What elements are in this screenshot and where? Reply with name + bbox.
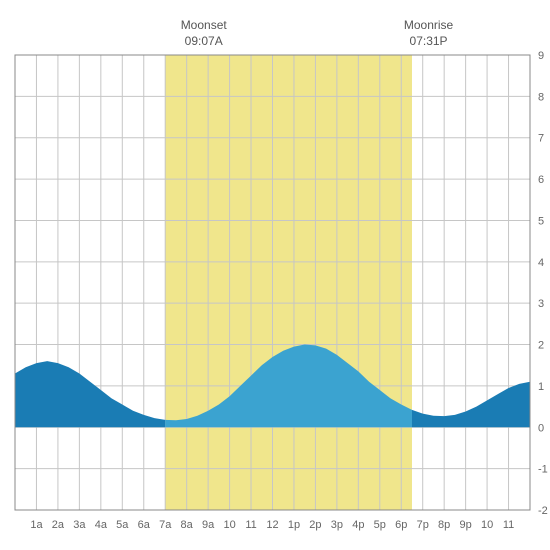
svg-text:3p: 3p bbox=[331, 519, 343, 531]
svg-text:1: 1 bbox=[538, 381, 544, 393]
svg-text:8: 8 bbox=[538, 91, 544, 103]
tide-chart: Moonset 09:07A Moonrise 07:31P -2-101234… bbox=[0, 0, 550, 550]
moonrise-annotation: Moonrise 07:31P bbox=[404, 18, 453, 49]
svg-text:4p: 4p bbox=[352, 519, 364, 531]
svg-text:8a: 8a bbox=[181, 519, 194, 531]
svg-text:8p: 8p bbox=[438, 519, 450, 531]
svg-text:11: 11 bbox=[245, 519, 256, 531]
svg-text:9: 9 bbox=[538, 50, 544, 62]
moonset-annotation: Moonset 09:07A bbox=[181, 18, 227, 49]
svg-text:7p: 7p bbox=[417, 519, 429, 531]
svg-text:5p: 5p bbox=[374, 519, 386, 531]
moonset-time: 09:07A bbox=[181, 34, 227, 50]
svg-text:7a: 7a bbox=[159, 519, 172, 531]
svg-text:9a: 9a bbox=[202, 519, 215, 531]
svg-text:6p: 6p bbox=[395, 519, 407, 531]
svg-text:6: 6 bbox=[538, 174, 544, 186]
svg-text:10: 10 bbox=[223, 519, 235, 531]
moonrise-time: 07:31P bbox=[404, 34, 453, 50]
svg-text:5a: 5a bbox=[116, 519, 129, 531]
svg-text:-2: -2 bbox=[538, 505, 548, 517]
svg-text:0: 0 bbox=[538, 422, 544, 434]
svg-text:6a: 6a bbox=[138, 519, 151, 531]
svg-text:2a: 2a bbox=[52, 519, 65, 531]
svg-text:12: 12 bbox=[266, 519, 278, 531]
svg-text:5: 5 bbox=[538, 215, 544, 227]
svg-text:10: 10 bbox=[481, 519, 493, 531]
svg-text:-1: -1 bbox=[538, 464, 548, 476]
svg-text:3a: 3a bbox=[73, 519, 86, 531]
svg-text:9p: 9p bbox=[460, 519, 472, 531]
svg-text:2p: 2p bbox=[309, 519, 321, 531]
svg-text:1p: 1p bbox=[288, 519, 300, 531]
svg-text:2: 2 bbox=[538, 340, 544, 352]
moonset-title: Moonset bbox=[181, 18, 227, 34]
svg-text:1a: 1a bbox=[30, 519, 43, 531]
moonrise-title: Moonrise bbox=[404, 18, 453, 34]
svg-text:7: 7 bbox=[538, 133, 544, 145]
svg-text:11: 11 bbox=[503, 519, 514, 531]
svg-text:4: 4 bbox=[538, 257, 544, 269]
chart-svg: -2-101234567891a2a3a4a5a6a7a8a9a1011121p… bbox=[0, 0, 550, 550]
svg-text:3: 3 bbox=[538, 298, 544, 310]
svg-text:4a: 4a bbox=[95, 519, 108, 531]
